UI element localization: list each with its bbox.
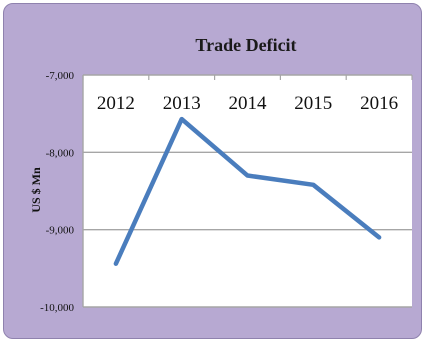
x-tick-label: 2014	[229, 93, 268, 114]
plot-area	[83, 75, 412, 307]
y-tick-label: -10,000	[40, 302, 74, 314]
x-tick-label: 2012	[97, 93, 135, 114]
x-tick-label: 2015	[294, 93, 332, 114]
x-tick-labels: 2012 2013 2014 2015 2016	[97, 93, 398, 114]
gridlines	[83, 74, 412, 308]
axes	[82, 75, 413, 307]
y-tick-labels: -7,000 -8,000 -9,000 -10,000	[40, 70, 74, 314]
y-tick-label: -8,000	[46, 147, 75, 159]
y-axis-label: US $ Mn	[29, 167, 43, 213]
y-tick-label: -9,000	[46, 225, 75, 237]
y-tick-label: -7,000	[46, 70, 75, 82]
series-line	[113, 116, 382, 266]
series-group	[113, 116, 382, 266]
chart-title: Trade Deficit	[195, 35, 296, 55]
x-tick-label: 2013	[163, 93, 201, 114]
x-tick-label: 2016	[360, 93, 398, 114]
